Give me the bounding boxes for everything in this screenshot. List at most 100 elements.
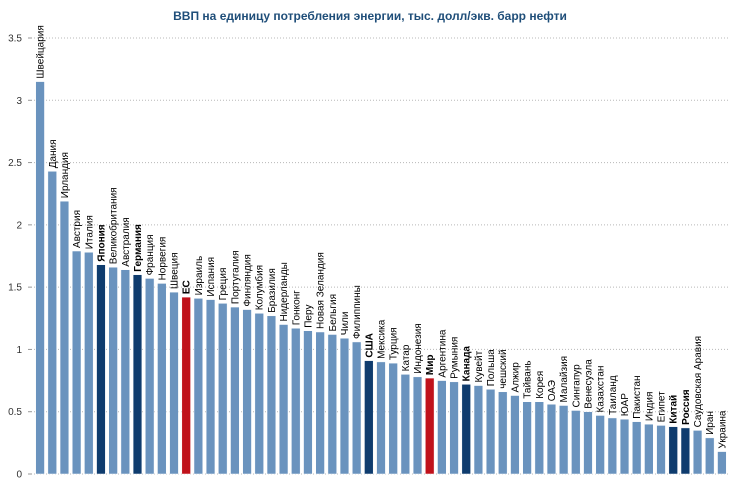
bar-category-label: Гонконг	[291, 290, 302, 325]
chart-title: ВВП на единицу потребления энергии, тыс.…	[173, 9, 567, 23]
bar-category-label: Аргентина	[437, 329, 448, 377]
bar	[266, 315, 277, 475]
bar-category-label: Ирландия	[60, 152, 71, 198]
bar-category-label: Италия	[84, 215, 95, 249]
bar-category-label: Венесуэла	[583, 359, 594, 409]
bar-category-label: Мир	[425, 354, 436, 375]
y-tick-label: 1	[16, 345, 22, 356]
bar	[656, 425, 666, 475]
y-tick-label: 0.5	[8, 407, 22, 418]
bar-category-label: Великобритания	[108, 187, 120, 264]
bar-category-label: Индонезия	[413, 323, 424, 374]
bar	[169, 291, 179, 475]
bar	[534, 401, 544, 475]
bar-category-label: Украина	[717, 410, 728, 449]
bar-category-label: Швеция	[170, 252, 181, 289]
bar-category-label: Иран	[705, 411, 716, 435]
bar	[352, 341, 362, 475]
bars	[35, 81, 727, 475]
y-tick-label: 3.5	[8, 34, 22, 45]
bar	[339, 337, 350, 475]
bar-category-label: Испания	[206, 257, 217, 297]
y-tick-label: 3	[16, 96, 22, 107]
bar	[254, 313, 264, 475]
bar-category-label: Япония	[96, 224, 107, 262]
bar-category-label: Мексика	[377, 319, 388, 359]
bar-category-label: Португалия	[230, 250, 241, 304]
bar	[71, 250, 82, 475]
bar-category-label: Катар	[401, 344, 412, 371]
bar	[583, 411, 593, 475]
bar-category-label: Индия	[644, 392, 655, 422]
bar	[522, 401, 532, 475]
bar-category-label: Египет	[657, 391, 668, 423]
bar-category-label: Малайзия	[559, 356, 570, 403]
bar-category-label: Новая Зеландия	[316, 252, 327, 329]
bar-category-label: Финляндия	[243, 254, 254, 306]
bar	[278, 324, 289, 475]
bar	[315, 331, 325, 475]
bar-category-label: Тайвань	[523, 360, 534, 398]
bar	[717, 451, 727, 475]
bar	[559, 405, 569, 475]
bar-category-label: Франция	[145, 234, 156, 275]
y-tick-label: 0	[16, 470, 22, 481]
bar-category-label: Австрия	[72, 210, 83, 248]
bar	[644, 423, 654, 475]
bar	[157, 283, 167, 475]
bar	[230, 306, 240, 475]
bar	[498, 391, 508, 475]
bar-category-label: ЕС	[182, 280, 193, 294]
bar	[96, 264, 106, 475]
bar-category-label: Польша	[486, 349, 497, 387]
bar-category-label: Австралия	[121, 217, 132, 266]
bar-category-label: ЮАР	[620, 393, 631, 416]
bar	[47, 171, 57, 475]
bar	[425, 377, 435, 475]
bar-category-label: Перу	[303, 305, 314, 328]
bar	[181, 296, 191, 475]
bar-category-label: Бельгия	[328, 294, 339, 332]
bar-category-label: Канада	[462, 346, 473, 382]
bar-category-label: ОАЭ	[547, 380, 558, 401]
bar	[485, 389, 496, 475]
bar-category-label: Норвегия	[157, 237, 168, 281]
bar	[461, 384, 471, 475]
bar-category-label: Корея	[535, 371, 546, 399]
bar-category-label: Филиппины	[352, 285, 363, 339]
bar-category-label: чешский	[498, 349, 509, 388]
bar-category-label: Германия	[133, 224, 144, 272]
bar-category-label: Россия	[681, 389, 692, 425]
bar-category-label: Пакистан	[632, 375, 643, 418]
bar-category-label: Алжир	[510, 362, 521, 393]
bar-category-label: Румыния	[450, 337, 461, 379]
bar	[327, 334, 337, 475]
bar	[449, 381, 459, 475]
bar	[291, 328, 301, 475]
bar	[571, 410, 581, 475]
bar	[132, 274, 143, 475]
bar	[437, 380, 447, 475]
bar	[388, 362, 398, 475]
bar	[364, 360, 374, 475]
bar-category-label: Кувейт	[474, 350, 485, 382]
bar	[84, 252, 94, 475]
y-tick-label: 2.5	[8, 158, 22, 169]
bar	[632, 421, 642, 475]
bar	[108, 266, 118, 475]
bar	[242, 309, 252, 475]
bar	[145, 278, 155, 475]
bar	[473, 385, 484, 475]
bar	[205, 299, 216, 475]
bar	[595, 415, 605, 475]
y-axis: 0 0.5 1 1.5 2 2.5 3 3.5	[8, 34, 32, 481]
bar-category-label: США	[364, 333, 375, 358]
bar-category-label: Дания	[48, 139, 59, 168]
bar	[607, 417, 617, 475]
bar	[400, 374, 410, 475]
bar-labels: Швейцария Дания Ирландия Австрия Италия Япони…	[36, 25, 729, 448]
y-tick-label: 1.5	[8, 283, 22, 294]
bar	[303, 330, 313, 475]
